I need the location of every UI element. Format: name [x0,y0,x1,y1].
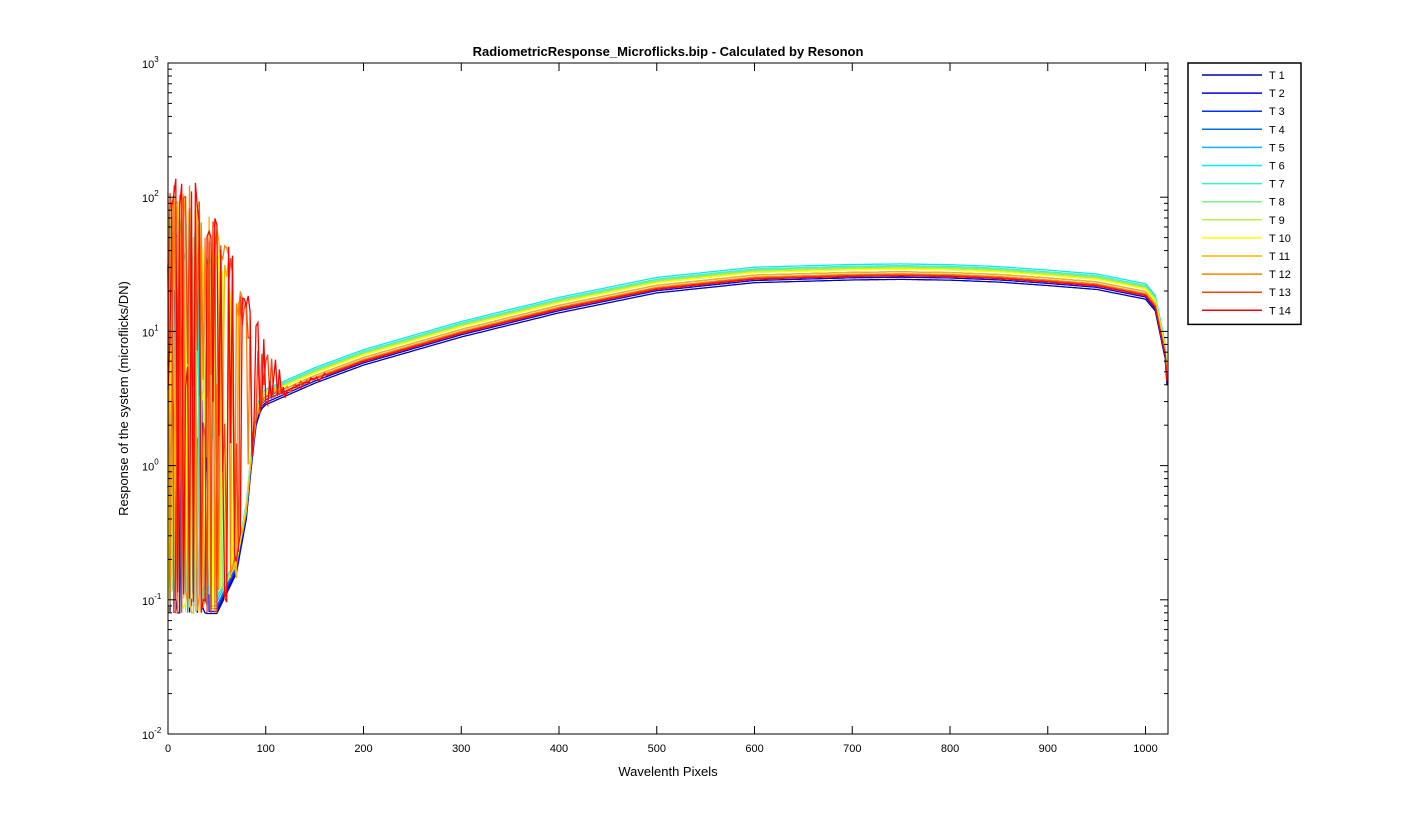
y-tick-label: 102 [142,189,159,205]
series-line-3 [167,251,1168,610]
x-axis-label: Wavelenth Pixels [618,764,718,779]
series-line-6 [167,217,1168,604]
legend-label: T 9 [1269,215,1285,227]
y-tick-label: 10-2 [142,726,162,742]
x-tick-label: 600 [745,743,763,755]
legend-label: T 6 [1269,161,1285,173]
x-tick-label: 500 [648,743,666,755]
x-tick-label: 200 [354,743,372,755]
series-line-8 [167,213,1168,612]
series-line-13 [167,193,1168,615]
legend-label: T 2 [1269,88,1285,100]
series-line-14 [167,178,1168,613]
legend-box [1187,62,1302,326]
series-line-11 [167,193,1168,614]
plot-frame [167,62,1169,735]
axis-ticks: 0 100 200 300 400 500 600 700 800 900 1000 10-2 10-1… [142,55,1168,755]
y-tick-label: 100 [142,458,159,474]
x-tick-label: 400 [550,743,568,755]
x-tick-label: 100 [257,743,275,755]
plot-lines [167,178,1168,615]
legend-label: T 14 [1269,305,1291,317]
x-tick-label: 300 [452,743,470,755]
legend-label: T 10 [1269,233,1291,245]
legend-label: T 13 [1269,287,1291,299]
legend-label: T 3 [1269,106,1285,118]
x-tick-label: 1000 [1133,743,1157,755]
x-tick-label: 700 [843,743,861,755]
series-line-7 [167,211,1168,598]
legend-label: T 11 [1269,251,1290,263]
series-line-12 [167,185,1168,613]
series-line-9 [167,204,1168,612]
legend-label: T 7 [1269,179,1285,191]
series-line-10 [167,198,1168,613]
legend-label: T 8 [1269,197,1285,209]
x-tick-label: 900 [1039,743,1057,755]
y-axis-label: Response of the system (microflicks/DN) [116,281,131,516]
y-tick-label: 103 [142,55,159,71]
chart-title: RadiometricResponse_Microflicks.bip - Ca… [473,44,864,59]
legend-label: T 12 [1269,269,1291,281]
y-tick-label: 10-1 [142,592,162,608]
legend-label: T 1 [1269,70,1285,82]
series-line-4 [167,245,1168,608]
y-tick-label: 101 [142,323,159,339]
series-line-2 [167,266,1168,613]
legend-label: T 4 [1269,124,1285,136]
x-tick-label: 800 [941,743,959,755]
series-line-1 [167,278,1168,615]
x-tick-label: 0 [165,743,171,755]
legend-label: T 5 [1269,142,1285,154]
legend: T 1 T 2 T 3 T 4 T 5 T 6 T 7 T 8 T 9 T 10 T 11 T 12 T… [1187,62,1302,326]
